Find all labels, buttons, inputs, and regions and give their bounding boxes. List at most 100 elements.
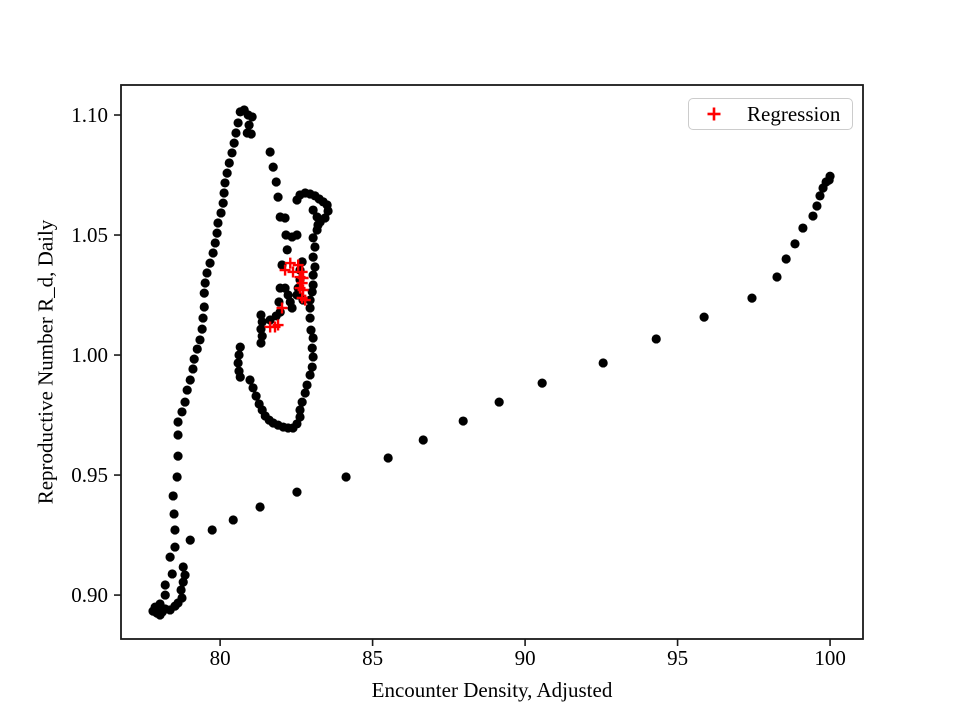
data-point bbox=[747, 293, 757, 303]
data-point bbox=[308, 205, 318, 215]
regression-marker bbox=[272, 319, 284, 331]
plus-marker-icon bbox=[706, 106, 722, 122]
data-point bbox=[790, 239, 800, 249]
data-point bbox=[199, 302, 209, 312]
data-point bbox=[295, 405, 305, 415]
legend: Regression bbox=[688, 98, 853, 130]
data-point bbox=[307, 343, 317, 353]
data-point bbox=[280, 283, 290, 293]
data-point bbox=[169, 509, 179, 519]
y-tick-label: 1.00 bbox=[71, 343, 108, 367]
data-point bbox=[310, 262, 320, 272]
data-point bbox=[180, 397, 190, 407]
data-point bbox=[170, 525, 180, 535]
data-point bbox=[200, 278, 210, 288]
data-point bbox=[168, 491, 178, 501]
data-point bbox=[210, 238, 220, 248]
regression-marker bbox=[292, 259, 304, 271]
data-point bbox=[224, 158, 234, 168]
data-point bbox=[818, 183, 828, 193]
data-point bbox=[207, 525, 217, 535]
data-point bbox=[222, 168, 232, 178]
data-point bbox=[458, 416, 468, 426]
x-tick-label: 100 bbox=[814, 646, 846, 670]
data-point bbox=[235, 342, 245, 352]
y-tick-label: 0.90 bbox=[71, 583, 108, 607]
data-point bbox=[257, 317, 267, 327]
data-point bbox=[315, 217, 325, 227]
data-point bbox=[815, 191, 825, 201]
axes-spines bbox=[120, 84, 864, 640]
data-point bbox=[308, 333, 318, 343]
data-point bbox=[160, 580, 170, 590]
data-point bbox=[231, 128, 241, 138]
data-point bbox=[287, 232, 297, 242]
data-point bbox=[165, 552, 175, 562]
data-point bbox=[245, 375, 255, 385]
data-point bbox=[305, 370, 315, 380]
data-point bbox=[305, 303, 315, 313]
regression-marker bbox=[299, 294, 311, 306]
data-point bbox=[310, 242, 320, 252]
regression-marker bbox=[284, 257, 296, 269]
x-tick-label: 80 bbox=[210, 646, 231, 670]
data-point bbox=[180, 570, 190, 580]
data-point bbox=[273, 192, 283, 202]
data-point bbox=[173, 430, 183, 440]
data-point bbox=[308, 270, 318, 280]
data-point bbox=[781, 254, 791, 264]
data-point bbox=[195, 335, 205, 345]
x-tick-label: 95 bbox=[667, 646, 688, 670]
data-point bbox=[341, 472, 351, 482]
data-point bbox=[283, 290, 293, 300]
data-point bbox=[808, 211, 818, 221]
data-point bbox=[199, 288, 209, 298]
data-point bbox=[202, 268, 212, 278]
data-point bbox=[772, 272, 782, 282]
data-point bbox=[699, 312, 709, 322]
data-point bbox=[256, 338, 266, 348]
data-point bbox=[227, 148, 237, 158]
data-point bbox=[282, 245, 292, 255]
data-point bbox=[205, 258, 215, 268]
data-point bbox=[185, 535, 195, 545]
data-point bbox=[798, 223, 808, 233]
data-point bbox=[208, 248, 218, 258]
data-point bbox=[244, 120, 254, 130]
data-point bbox=[173, 451, 183, 461]
data-point bbox=[219, 188, 229, 198]
data-point bbox=[251, 391, 261, 401]
x-axis-label: Encounter Density, Adjusted bbox=[371, 678, 613, 702]
data-point bbox=[598, 358, 608, 368]
data-point bbox=[247, 112, 257, 122]
x-tick-label: 90 bbox=[515, 646, 536, 670]
y-tick-label: 0.95 bbox=[71, 463, 108, 487]
regression-marker bbox=[276, 302, 288, 314]
data-point bbox=[292, 419, 302, 429]
data-point bbox=[306, 325, 316, 335]
x-tick-label: 85 bbox=[362, 646, 383, 670]
data-point bbox=[300, 388, 310, 398]
data-point bbox=[220, 178, 230, 188]
data-point bbox=[246, 129, 256, 139]
data-point bbox=[383, 453, 393, 463]
data-point bbox=[216, 208, 226, 218]
regression-marker bbox=[279, 264, 291, 276]
data-point bbox=[178, 577, 188, 587]
data-point bbox=[287, 303, 297, 313]
data-point bbox=[307, 287, 317, 297]
y-axis-label: Reproductive Number R_d, Daily bbox=[33, 219, 58, 505]
y-tick-label: 1.05 bbox=[71, 223, 108, 247]
data-point bbox=[812, 201, 822, 211]
data-point bbox=[155, 610, 165, 620]
data-point bbox=[280, 213, 290, 223]
data-point bbox=[537, 378, 547, 388]
data-point bbox=[265, 147, 275, 157]
data-point bbox=[185, 375, 195, 385]
data-point bbox=[235, 372, 245, 382]
data-point bbox=[494, 397, 504, 407]
data-point bbox=[295, 412, 305, 422]
data-point bbox=[233, 358, 243, 368]
